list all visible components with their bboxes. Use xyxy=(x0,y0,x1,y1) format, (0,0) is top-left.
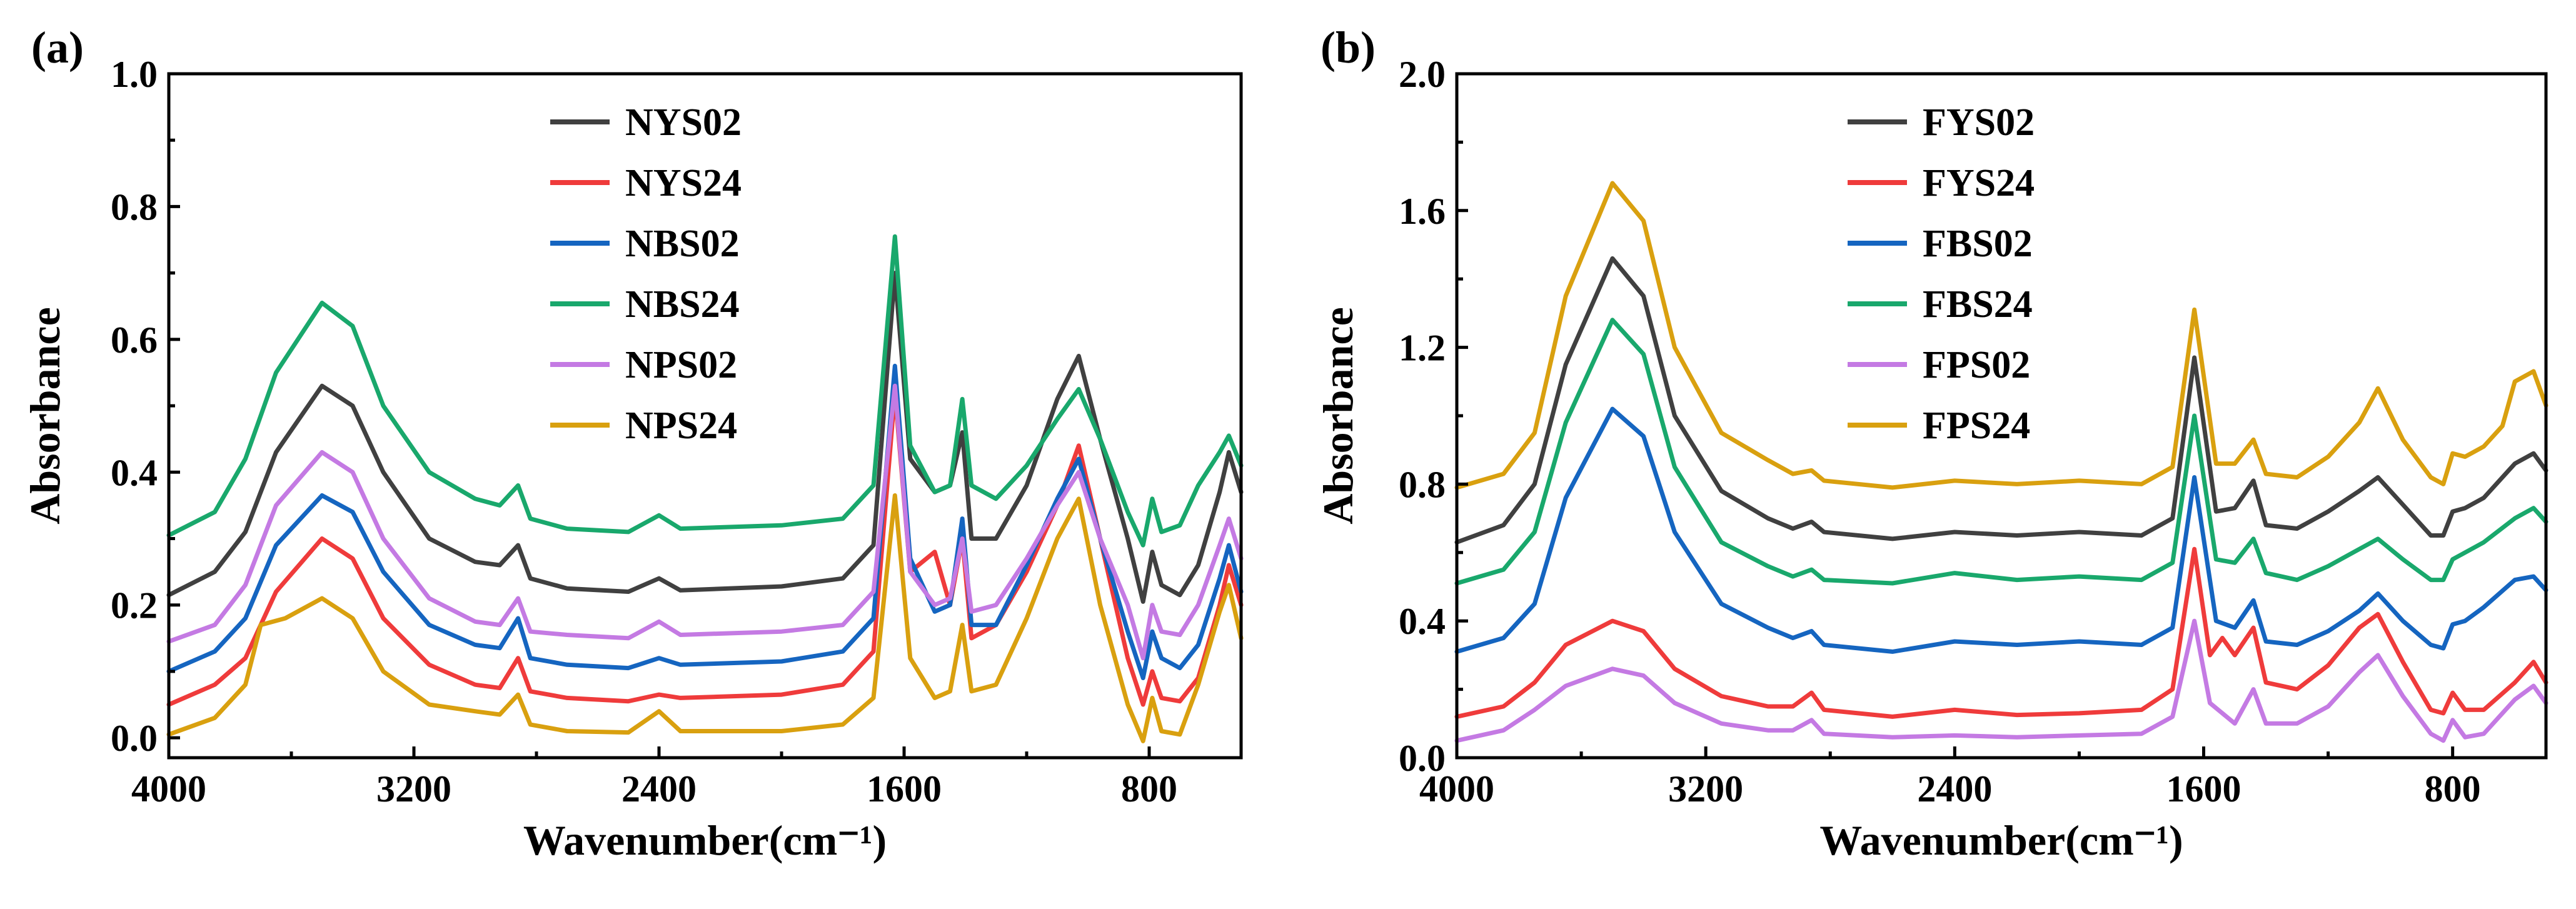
chart-panel-b: 4000 3200 2400 1600 800 0.0 0.4 0.8 1.2 1.6 2.0 Wav… xyxy=(1314,23,2548,864)
x-axis-title: Wavenumber(cm⁻¹) xyxy=(1819,816,2183,864)
x-axis-title: Wavenumber(cm⁻¹) xyxy=(523,816,887,864)
series-line-fps02 xyxy=(1454,618,2548,743)
legend-label: FYS24 xyxy=(1923,162,2035,204)
x-tick-label: 1600 xyxy=(2166,768,2241,810)
y-tick-label: 0.8 xyxy=(1399,464,1446,505)
y-tick-label: 0.4 xyxy=(1399,601,1446,642)
y-tick-label: 1.0 xyxy=(111,54,158,95)
series-line-fbs24 xyxy=(1454,318,2548,586)
series-line-fys02 xyxy=(1454,256,2548,545)
legend-label: NYS24 xyxy=(625,162,742,204)
x-tick-label: 800 xyxy=(2425,768,2481,810)
series-line-fbs02 xyxy=(1454,406,2548,654)
panel-label: (a) xyxy=(31,23,84,73)
legend-label: FBS02 xyxy=(1923,223,2033,265)
series-line-nps02 xyxy=(166,383,1244,661)
legend: NYS02 NYS24 NBS02 NBS24 NPS02 NPS24 xyxy=(550,101,742,447)
x-tick-label: 3200 xyxy=(376,768,451,810)
y-tick-label: 0.0 xyxy=(1399,738,1446,779)
x-tick-label: 2400 xyxy=(1917,768,1992,810)
series-line-nps24 xyxy=(166,493,1244,743)
x-tick-label: 3200 xyxy=(1668,768,1743,810)
legend-label: FPS02 xyxy=(1923,344,2030,386)
legend-label: NYS02 xyxy=(625,101,742,144)
chart-panel-a: 4000 3200 2400 1600 800 0.0 0.2 0.4 0.6 0.8 1.0 Wav… xyxy=(21,23,1244,864)
x-tick-label: 1600 xyxy=(867,768,942,810)
panel-label: (b) xyxy=(1321,23,1376,73)
legend-label: NBS24 xyxy=(625,283,740,326)
y-tick-label: 0.6 xyxy=(111,319,158,361)
y-axis-title: Absorbance xyxy=(21,307,69,525)
x-tick-label: 4000 xyxy=(1419,768,1494,810)
y-tick-label: 0.2 xyxy=(111,585,158,626)
y-tick-label: 0.0 xyxy=(111,718,158,759)
series-line-fys24 xyxy=(1454,546,2548,719)
legend-label: NPS02 xyxy=(625,344,737,386)
legend-label: NPS24 xyxy=(625,404,737,447)
y-tick-label: 1.6 xyxy=(1399,191,1446,232)
plot-frame xyxy=(167,72,1243,760)
y-tick-label: 0.4 xyxy=(111,452,158,493)
series-line-nbs02 xyxy=(166,363,1244,680)
legend-label: FYS02 xyxy=(1923,101,2035,144)
series-line-nbs24 xyxy=(166,234,1244,548)
x-tick-label: 2400 xyxy=(621,768,697,810)
series-line-fps24 xyxy=(1454,181,2548,490)
legend-label: FPS24 xyxy=(1923,404,2030,447)
y-axis-title: Absorbance xyxy=(1314,307,1362,525)
x-tick-label: 4000 xyxy=(131,768,206,810)
y-tick-label: 1.2 xyxy=(1399,328,1446,369)
legend: FYS02 FYS24 FBS02 FBS24 FPS02 FPS24 xyxy=(1848,101,2035,447)
legend-label: NBS02 xyxy=(625,223,740,265)
legend-label: FBS24 xyxy=(1923,283,2033,326)
y-tick-label: 2.0 xyxy=(1399,54,1446,95)
y-tick-label: 0.8 xyxy=(111,186,158,228)
x-tick-label: 800 xyxy=(1121,768,1177,810)
series-line-nys02 xyxy=(166,271,1244,604)
